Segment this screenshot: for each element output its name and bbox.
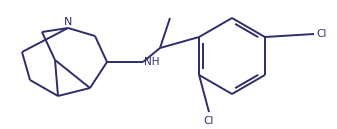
Text: Cl: Cl [204, 116, 214, 126]
Text: N: N [64, 17, 72, 27]
Text: Cl: Cl [316, 29, 326, 39]
Text: NH: NH [144, 57, 159, 67]
